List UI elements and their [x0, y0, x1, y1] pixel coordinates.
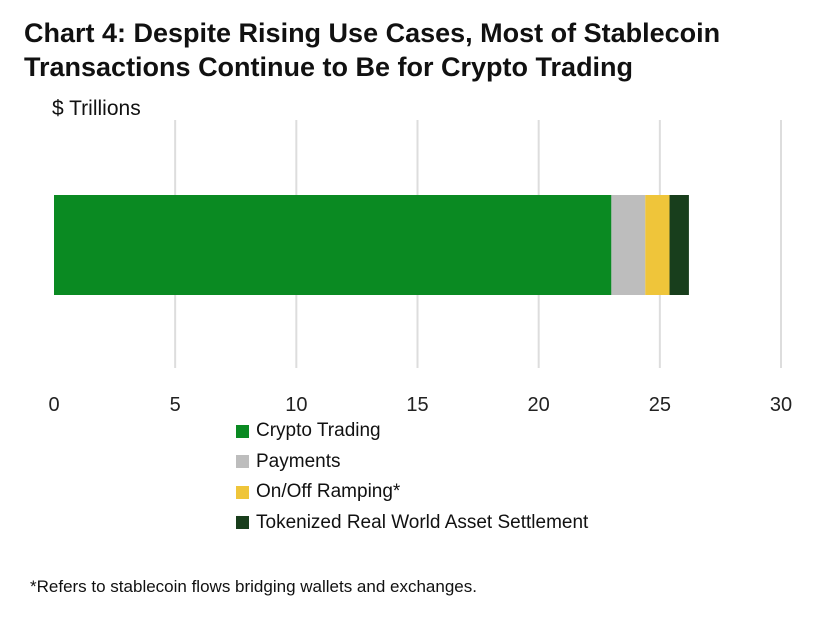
legend-swatch: [236, 485, 249, 499]
x-tick-label-20: 20: [528, 394, 550, 416]
chart-title: Chart 4: Despite Rising Use Cases, Most …: [24, 16, 814, 84]
stacked-bar-chart: 0 5 10 15 20 25 30: [48, 120, 792, 416]
bar-segment-2: [645, 195, 670, 295]
unit-label: $ Trillions: [52, 97, 141, 120]
legend-label: Crypto Trading: [256, 420, 381, 442]
bar-segment-3: [669, 195, 689, 295]
bar-segments: [54, 195, 689, 295]
footnote: *Refers to stablecoin flows bridging wal…: [30, 577, 477, 596]
legend-label: Payments: [256, 450, 341, 472]
chart-title-line-2: Transactions Continue to Be for Crypto T…: [24, 52, 634, 82]
legend: Crypto Trading Payments On/Off Ramping* Tok…: [236, 416, 588, 538]
legend-item: Payments: [236, 447, 588, 478]
x-tick-label-15: 15: [406, 394, 428, 416]
x-tick-label-30: 30: [770, 394, 792, 416]
chart-title-line-1: Chart 4: Despite Rising Use Cases, Most …: [24, 18, 721, 48]
x-tick-label-5: 5: [170, 394, 181, 416]
legend-item: Crypto Trading: [236, 416, 588, 447]
x-tick-labels: 0 5 10 15 20 25 30: [48, 394, 792, 416]
legend-swatch: [236, 455, 249, 469]
legend-swatch: [236, 424, 249, 438]
x-tick-label-0: 0: [48, 394, 59, 416]
legend-label: On/Off Ramping*: [256, 481, 401, 503]
x-tick-label-25: 25: [649, 394, 671, 416]
bar-segment-0: [54, 195, 612, 295]
x-tick-label-10: 10: [285, 394, 307, 416]
legend-label: Tokenized Real World Asset Settlement: [256, 511, 589, 533]
bar-segment-1: [611, 195, 646, 295]
legend-swatch: [236, 516, 249, 530]
legend-item: On/Off Ramping*: [236, 477, 588, 508]
legend-item: Tokenized Real World Asset Settlement: [236, 508, 588, 539]
